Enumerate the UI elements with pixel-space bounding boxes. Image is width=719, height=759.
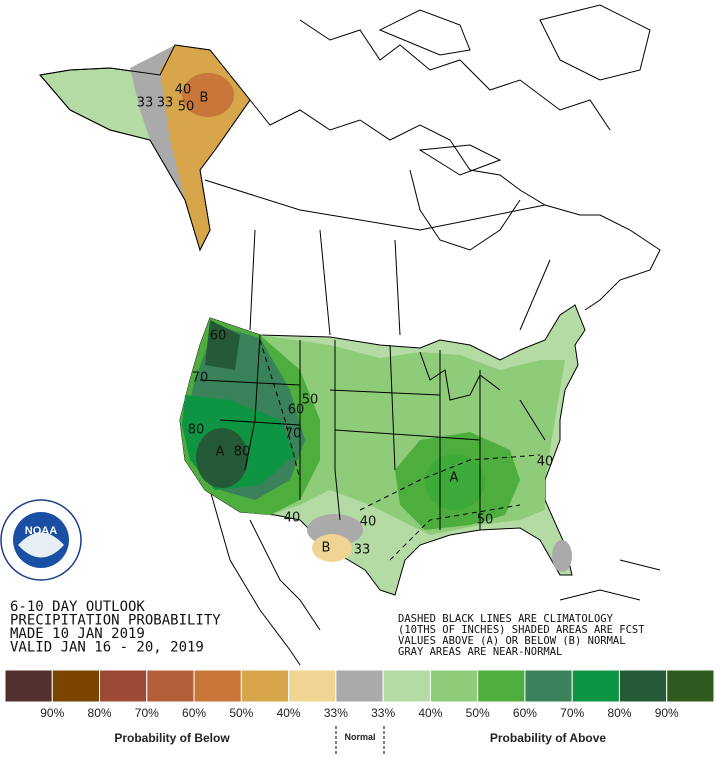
contour-label: 50 [302, 393, 319, 408]
legend-label: 80% [88, 706, 112, 720]
contour-label: 40 [284, 511, 301, 526]
legend-swatch [288, 669, 337, 703]
above80-west [196, 428, 248, 488]
contour-label: 70 [192, 371, 209, 386]
state-lines [199, 334, 546, 530]
legend-label: 50% [466, 706, 490, 720]
legend-label: 60% [513, 706, 537, 720]
note-line: GRAY AREAS ARE NEAR-NORMAL [398, 646, 562, 658]
legend-label: 70% [135, 706, 159, 720]
contour-label: 50 [477, 513, 494, 528]
legend-label: 33% [371, 706, 395, 720]
contour-label: B [322, 541, 331, 556]
legend-label: 80% [607, 706, 631, 720]
legend: 90% 80% 70% 60% 50% 40% 33% 33% 40% 50% 60% 70% 80% 9… [4, 669, 715, 756]
contour-label: 33 [137, 96, 154, 111]
legend-swatch [99, 669, 148, 703]
hudson-bay [409, 169, 521, 251]
legend-swatch [382, 669, 431, 703]
legend-label: 40% [418, 706, 442, 720]
legend-label: 50% [229, 706, 253, 720]
legend-swatch [524, 669, 573, 703]
mexico-outline [209, 489, 321, 666]
caribbean [559, 559, 661, 601]
legend-above: Probability of Above [490, 731, 607, 745]
legend-swatch [477, 669, 526, 703]
contour-label: 70 [285, 427, 302, 442]
legend-below: Probability of Below [114, 731, 230, 745]
contour-label: 33 [354, 543, 371, 558]
legend-swatch [193, 669, 242, 703]
contour-label: 40 [175, 83, 192, 98]
outlook-line: VALID JAN 16 - 20, 2019 [10, 640, 204, 656]
legend-label: 33% [324, 706, 348, 720]
legend-label: 40% [277, 706, 301, 720]
above80-pnw [205, 320, 240, 370]
legend-swatch [429, 669, 479, 703]
legend-label: 60% [182, 706, 206, 720]
contour-label: A [450, 471, 459, 486]
contour-label: 40 [537, 455, 554, 470]
great-lakes [419, 351, 501, 401]
contour-label: 40 [360, 515, 377, 530]
note-line: VALUES ABOVE (A) OR BELOW (B) NORMAL [398, 635, 626, 647]
outlook-line: PRECIPITATION PROBABILITY [10, 613, 221, 629]
legend-swatch [618, 669, 668, 703]
legend-swatch [666, 669, 715, 703]
contour-label: 50 [178, 100, 195, 115]
canada-outline [189, 99, 661, 311]
basemap [39, 4, 661, 666]
legend-label: 70% [560, 706, 584, 720]
legend-swatch [4, 669, 53, 703]
contour-label: A [216, 445, 225, 460]
legend-swatch [146, 669, 195, 703]
legend-swatch [51, 669, 101, 703]
contour-label: 33 [157, 96, 174, 111]
contour-label: 80 [188, 423, 205, 438]
notes-text: DASHED BLACK LINES ARE CLIMATOLOGY(10THS… [398, 613, 645, 658]
legend-label: 90% [655, 706, 679, 720]
fl-gray [552, 540, 572, 572]
islands [378, 4, 651, 176]
outlook-line: 6-10 DAY OUTLOOK [10, 599, 145, 615]
contour-label: B [200, 91, 209, 106]
alaska-below50 [182, 73, 234, 117]
note-line: DASHED BLACK LINES ARE CLIMATOLOGY [398, 613, 614, 625]
arctic-islands [299, 19, 611, 131]
logo-bird [18, 532, 64, 558]
contour-label: 60 [288, 403, 305, 418]
logo-text: NOAA [25, 525, 57, 537]
alaska-outline [39, 44, 251, 252]
contour-label: 80 [234, 445, 251, 460]
provinces [204, 179, 551, 336]
outlook-line: MADE 10 JAN 2019 [10, 626, 145, 642]
legend-swatch [240, 669, 290, 703]
legend-normal: Normal [344, 732, 375, 742]
note-line: (10THS OF INCHES) SHADED AREAS ARE FCST [398, 624, 645, 636]
contour-label: 60 [210, 329, 227, 344]
legend-label: 90% [40, 706, 64, 720]
legend-swatch [335, 669, 384, 703]
tx-below [312, 534, 352, 562]
climatology-lines [259, 339, 541, 561]
legend-swatch [571, 669, 620, 703]
noaa-logo: NOAA [0, 499, 82, 581]
